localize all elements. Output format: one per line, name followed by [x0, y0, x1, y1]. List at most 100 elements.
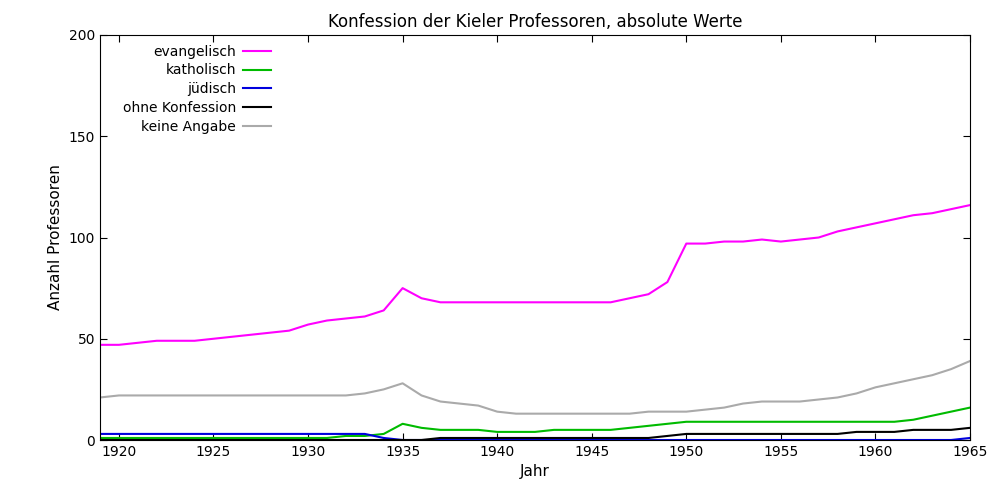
evangelisch — [132, 340, 144, 346]
ohne Konfession — [491, 435, 503, 441]
ohne Konfession — [661, 433, 673, 439]
ohne Konfession — [321, 437, 333, 443]
katholisch — [416, 425, 428, 431]
katholisch — [699, 419, 711, 425]
ohne Konfession — [851, 429, 863, 435]
katholisch — [245, 435, 257, 441]
evangelisch — [170, 338, 182, 344]
jüdisch — [756, 437, 768, 443]
Title: Konfession der Kieler Professoren, absolute Werte: Konfession der Kieler Professoren, absol… — [328, 12, 742, 30]
katholisch — [207, 435, 219, 441]
evangelisch — [548, 300, 560, 306]
evangelisch — [510, 300, 522, 306]
ohne Konfession — [453, 435, 465, 441]
keine Angabe — [378, 386, 390, 392]
evangelisch — [453, 300, 465, 306]
evangelisch — [207, 336, 219, 342]
evangelisch — [624, 295, 636, 301]
keine Angabe — [832, 394, 844, 400]
evangelisch — [397, 285, 409, 291]
jüdisch — [321, 431, 333, 437]
keine Angabe — [397, 380, 409, 386]
ohne Konfession — [756, 431, 768, 437]
keine Angabe — [775, 398, 787, 404]
keine Angabe — [907, 376, 919, 382]
evangelisch — [718, 238, 730, 244]
evangelisch — [189, 338, 201, 344]
evangelisch — [378, 308, 390, 314]
jüdisch — [718, 437, 730, 443]
evangelisch — [434, 300, 446, 306]
ohne Konfession — [775, 431, 787, 437]
keine Angabe — [302, 392, 314, 398]
jüdisch — [605, 437, 617, 443]
katholisch — [340, 433, 352, 439]
jüdisch — [775, 437, 787, 443]
jüdisch — [510, 437, 522, 443]
Y-axis label: Anzahl Professoren: Anzahl Professoren — [48, 164, 63, 310]
keine Angabe — [567, 410, 579, 416]
katholisch — [642, 423, 654, 429]
katholisch — [567, 427, 579, 433]
keine Angabe — [491, 408, 503, 414]
jüdisch — [151, 431, 163, 437]
ohne Konfession — [434, 435, 446, 441]
ohne Konfession — [699, 431, 711, 437]
keine Angabe — [340, 392, 352, 398]
katholisch — [718, 419, 730, 425]
ohne Konfession — [624, 435, 636, 441]
keine Angabe — [888, 380, 900, 386]
keine Angabe — [869, 384, 881, 390]
katholisch — [680, 419, 692, 425]
ohne Konfession — [170, 437, 182, 443]
jüdisch — [851, 437, 863, 443]
ohne Konfession — [302, 437, 314, 443]
katholisch — [170, 435, 182, 441]
evangelisch — [945, 206, 957, 212]
ohne Konfession — [359, 437, 371, 443]
katholisch — [605, 427, 617, 433]
jüdisch — [283, 431, 295, 437]
jüdisch — [207, 431, 219, 437]
evangelisch — [661, 279, 673, 285]
keine Angabe — [813, 396, 825, 402]
katholisch — [888, 419, 900, 425]
evangelisch — [416, 295, 428, 301]
evangelisch — [151, 338, 163, 344]
evangelisch — [283, 328, 295, 334]
evangelisch — [964, 202, 976, 208]
jüdisch — [416, 437, 428, 443]
evangelisch — [94, 342, 106, 348]
keine Angabe — [718, 404, 730, 410]
ohne Konfession — [226, 437, 238, 443]
katholisch — [378, 431, 390, 437]
katholisch — [851, 419, 863, 425]
keine Angabe — [642, 408, 654, 414]
Legend: evangelisch, katholisch, jüdisch, ohne Konfession, keine Angabe: evangelisch, katholisch, jüdisch, ohne K… — [117, 39, 276, 140]
ohne Konfession — [264, 437, 276, 443]
katholisch — [302, 435, 314, 441]
keine Angabe — [624, 410, 636, 416]
katholisch — [737, 419, 749, 425]
keine Angabe — [151, 392, 163, 398]
evangelisch — [113, 342, 125, 348]
jüdisch — [170, 431, 182, 437]
evangelisch — [472, 300, 484, 306]
katholisch — [472, 427, 484, 433]
keine Angabe — [699, 406, 711, 412]
katholisch — [510, 429, 522, 435]
keine Angabe — [851, 390, 863, 396]
ohne Konfession — [245, 437, 257, 443]
jüdisch — [302, 431, 314, 437]
keine Angabe — [207, 392, 219, 398]
katholisch — [132, 435, 144, 441]
jüdisch — [359, 431, 371, 437]
ohne Konfession — [718, 431, 730, 437]
ohne Konfession — [869, 429, 881, 435]
evangelisch — [642, 291, 654, 297]
keine Angabe — [359, 390, 371, 396]
ohne Konfession — [888, 429, 900, 435]
katholisch — [113, 435, 125, 441]
Line: jüdisch: jüdisch — [100, 434, 970, 440]
jüdisch — [132, 431, 144, 437]
